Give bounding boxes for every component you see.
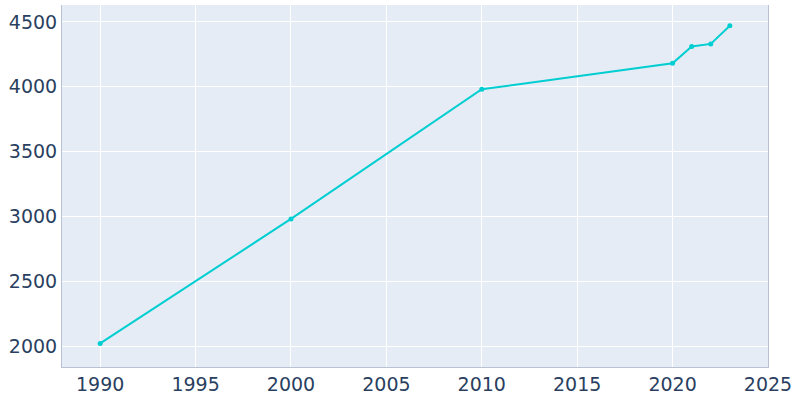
svg-text:2005: 2005 [362, 373, 410, 395]
svg-text:2000: 2000 [267, 373, 315, 395]
svg-text:2010: 2010 [458, 373, 506, 395]
svg-text:3000: 3000 [9, 205, 57, 227]
svg-text:4000: 4000 [9, 75, 57, 97]
svg-text:2020: 2020 [648, 373, 696, 395]
svg-text:2025: 2025 [744, 373, 792, 395]
svg-text:2015: 2015 [553, 373, 601, 395]
svg-text:2000: 2000 [9, 335, 57, 357]
svg-text:4500: 4500 [9, 11, 57, 33]
svg-text:2500: 2500 [9, 270, 57, 292]
svg-text:1995: 1995 [171, 373, 219, 395]
svg-text:1990: 1990 [76, 373, 124, 395]
svg-text:3500: 3500 [9, 140, 57, 162]
